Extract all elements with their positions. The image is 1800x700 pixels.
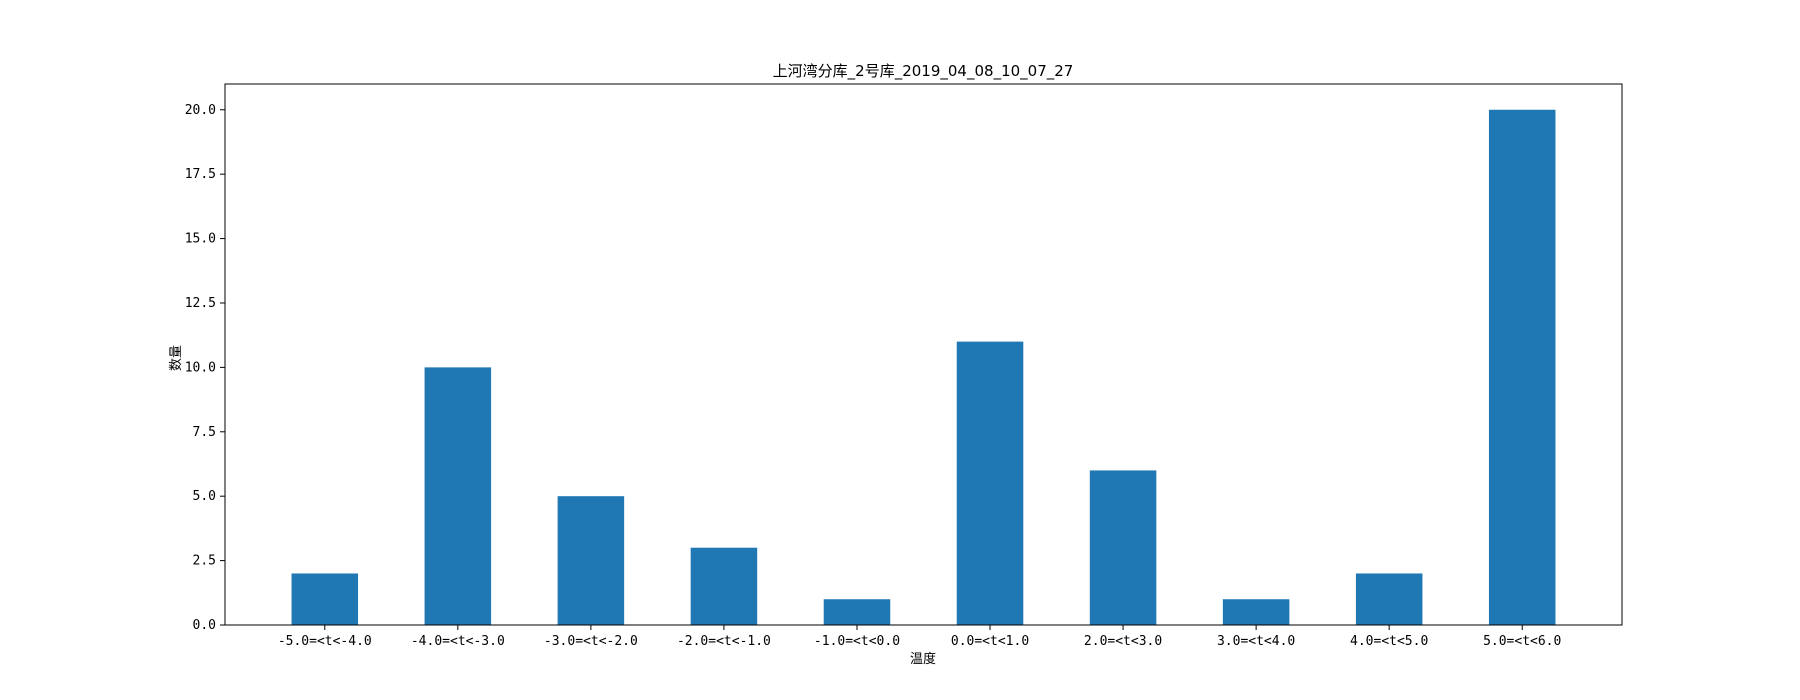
bar-1	[424, 367, 492, 625]
x-tick-label: 0.0=<t<1.0	[951, 634, 1029, 649]
y-tick-label: 12.5	[185, 296, 216, 311]
y-tick-label: 10.0	[185, 360, 216, 375]
bar-5	[956, 341, 1024, 625]
bar-6	[1089, 470, 1157, 625]
y-axis: 0.0 2.5 5.0 7.5 10.0 12.5 15.0 17.5 20.0	[185, 103, 225, 633]
x-tick-label: -1.0=<t<0.0	[814, 634, 900, 649]
bar-3	[690, 547, 758, 625]
y-tick-label: 7.5	[193, 425, 216, 440]
y-tick-label: 0.0	[193, 618, 216, 633]
bar-4	[823, 599, 891, 625]
bar-8	[1355, 573, 1423, 625]
bar-0	[291, 573, 359, 625]
chart-title: 上河湾分库_2号库_2019_04_08_10_07_27	[773, 62, 1074, 81]
plot-frame	[224, 83, 1623, 626]
bar-7	[1222, 599, 1290, 625]
y-tick-label: 5.0	[193, 489, 216, 504]
x-tick-label: 5.0=<t<6.0	[1483, 634, 1561, 649]
y-tick-label: 2.5	[193, 554, 216, 569]
x-tick-label: -2.0=<t<-1.0	[677, 634, 771, 649]
bar-9	[1488, 109, 1556, 625]
y-axis-label: 数量	[169, 345, 184, 371]
x-tick-label: -4.0=<t<-3.0	[411, 634, 505, 649]
bar-2	[557, 496, 625, 625]
x-tick-label: 4.0=<t<5.0	[1350, 634, 1428, 649]
x-axis: -5.0=<t<-4.0 -4.0=<t<-3.0 -3.0=<t<-2.0 -2.0…	[278, 625, 1561, 649]
x-tick-label: -3.0=<t<-2.0	[544, 634, 638, 649]
x-tick-label: 2.0=<t<3.0	[1084, 634, 1162, 649]
y-tick-label: 15.0	[185, 232, 216, 247]
bars-group	[291, 109, 1556, 625]
x-tick-label: 3.0=<t<4.0	[1217, 634, 1295, 649]
y-tick-label: 20.0	[185, 103, 216, 118]
x-axis-label: 温度	[910, 651, 936, 667]
y-tick-label: 17.5	[185, 167, 216, 182]
x-tick-label: -5.0=<t<-4.0	[278, 634, 372, 649]
